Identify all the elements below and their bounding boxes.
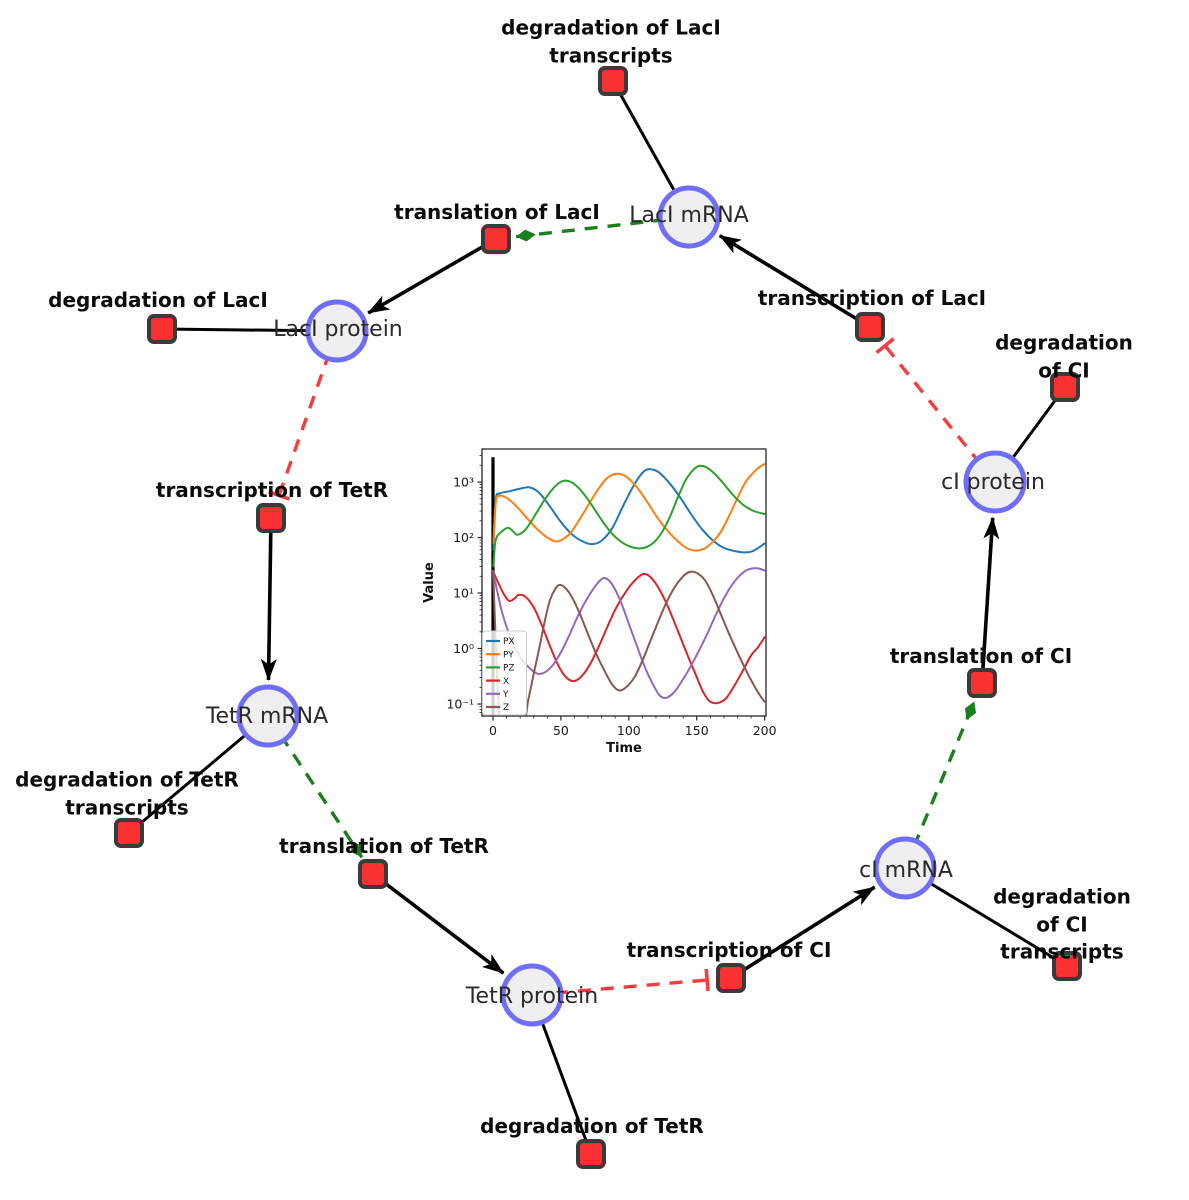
svg-text:10¹: 10¹: [453, 586, 474, 601]
edge-translation-tetr-tetrprotein: [371, 872, 505, 975]
node-translation-laci: [481, 224, 511, 254]
node-translation-tetr: [358, 859, 388, 889]
series-Z: [492, 569, 766, 716]
edge-transcription-ci-cimrna: [730, 885, 876, 980]
svg-text:150: 150: [685, 723, 709, 738]
node-ci-protein: [963, 450, 1027, 514]
svg-text:10⁰: 10⁰: [453, 641, 474, 656]
node-transcription-laci: [855, 312, 885, 342]
edge-translation-ci-ciprotein: [980, 516, 1000, 684]
svg-text:Z: Z: [503, 703, 509, 713]
node-degradation-laci-transcripts: [598, 66, 628, 96]
svg-text:100: 100: [617, 723, 641, 738]
node-tetr-protein: [500, 963, 564, 1027]
svg-text:PZ: PZ: [503, 664, 515, 674]
svg-text:200: 200: [753, 723, 777, 738]
svg-text:10³: 10³: [453, 475, 474, 490]
node-degradation-laci: [147, 314, 177, 344]
svg-text:10⁻¹: 10⁻¹: [446, 697, 474, 712]
node-tetr-mrna: [236, 684, 300, 748]
node-degradation-tetr-transcripts: [114, 818, 144, 848]
node-transcription-tetr: [256, 503, 286, 533]
series-PX: [492, 468, 766, 554]
node-degradation-tetr: [576, 1139, 606, 1169]
svg-text:50: 50: [553, 723, 569, 738]
edge-transcription-tetr-tetrmrna: [260, 517, 277, 681]
timeseries-inset-chart: 0 50 100 150 20010⁻¹10⁰10¹10²10³TimeValuePXP…: [423, 448, 777, 756]
node-laci-mrna: [657, 185, 721, 249]
svg-text:PY: PY: [503, 650, 514, 660]
node-degradation-ci: [1050, 372, 1080, 402]
node-ci-mrna: [873, 836, 937, 900]
node-laci-protein: [305, 299, 369, 363]
edge-cimrna-degradation-transcripts: [904, 866, 1068, 968]
node-transcription-ci: [716, 963, 746, 993]
node-degradation-ci-transcripts: [1052, 951, 1082, 981]
edge-translation-laci-laciprotein: [367, 237, 497, 315]
svg-text:PX: PX: [503, 637, 515, 647]
series-PZ: [492, 464, 766, 568]
series-X: [492, 569, 766, 705]
svg-text:Y: Y: [502, 690, 509, 700]
inset-yaxis-label: Value: [423, 562, 437, 603]
svg-text:10²: 10²: [453, 530, 474, 545]
inset-legend: PX PY PZ XYZ: [482, 630, 527, 716]
svg-text:X: X: [503, 677, 509, 687]
node-translation-ci: [967, 668, 997, 698]
edge-transcription-laci-lacimrna: [718, 234, 871, 329]
inset-xaxis-label: Time: [606, 741, 642, 756]
svg-text:0: 0: [489, 723, 497, 738]
series-PY: [492, 463, 766, 552]
node-layer: [114, 66, 1082, 1169]
series-Y: [492, 567, 766, 700]
